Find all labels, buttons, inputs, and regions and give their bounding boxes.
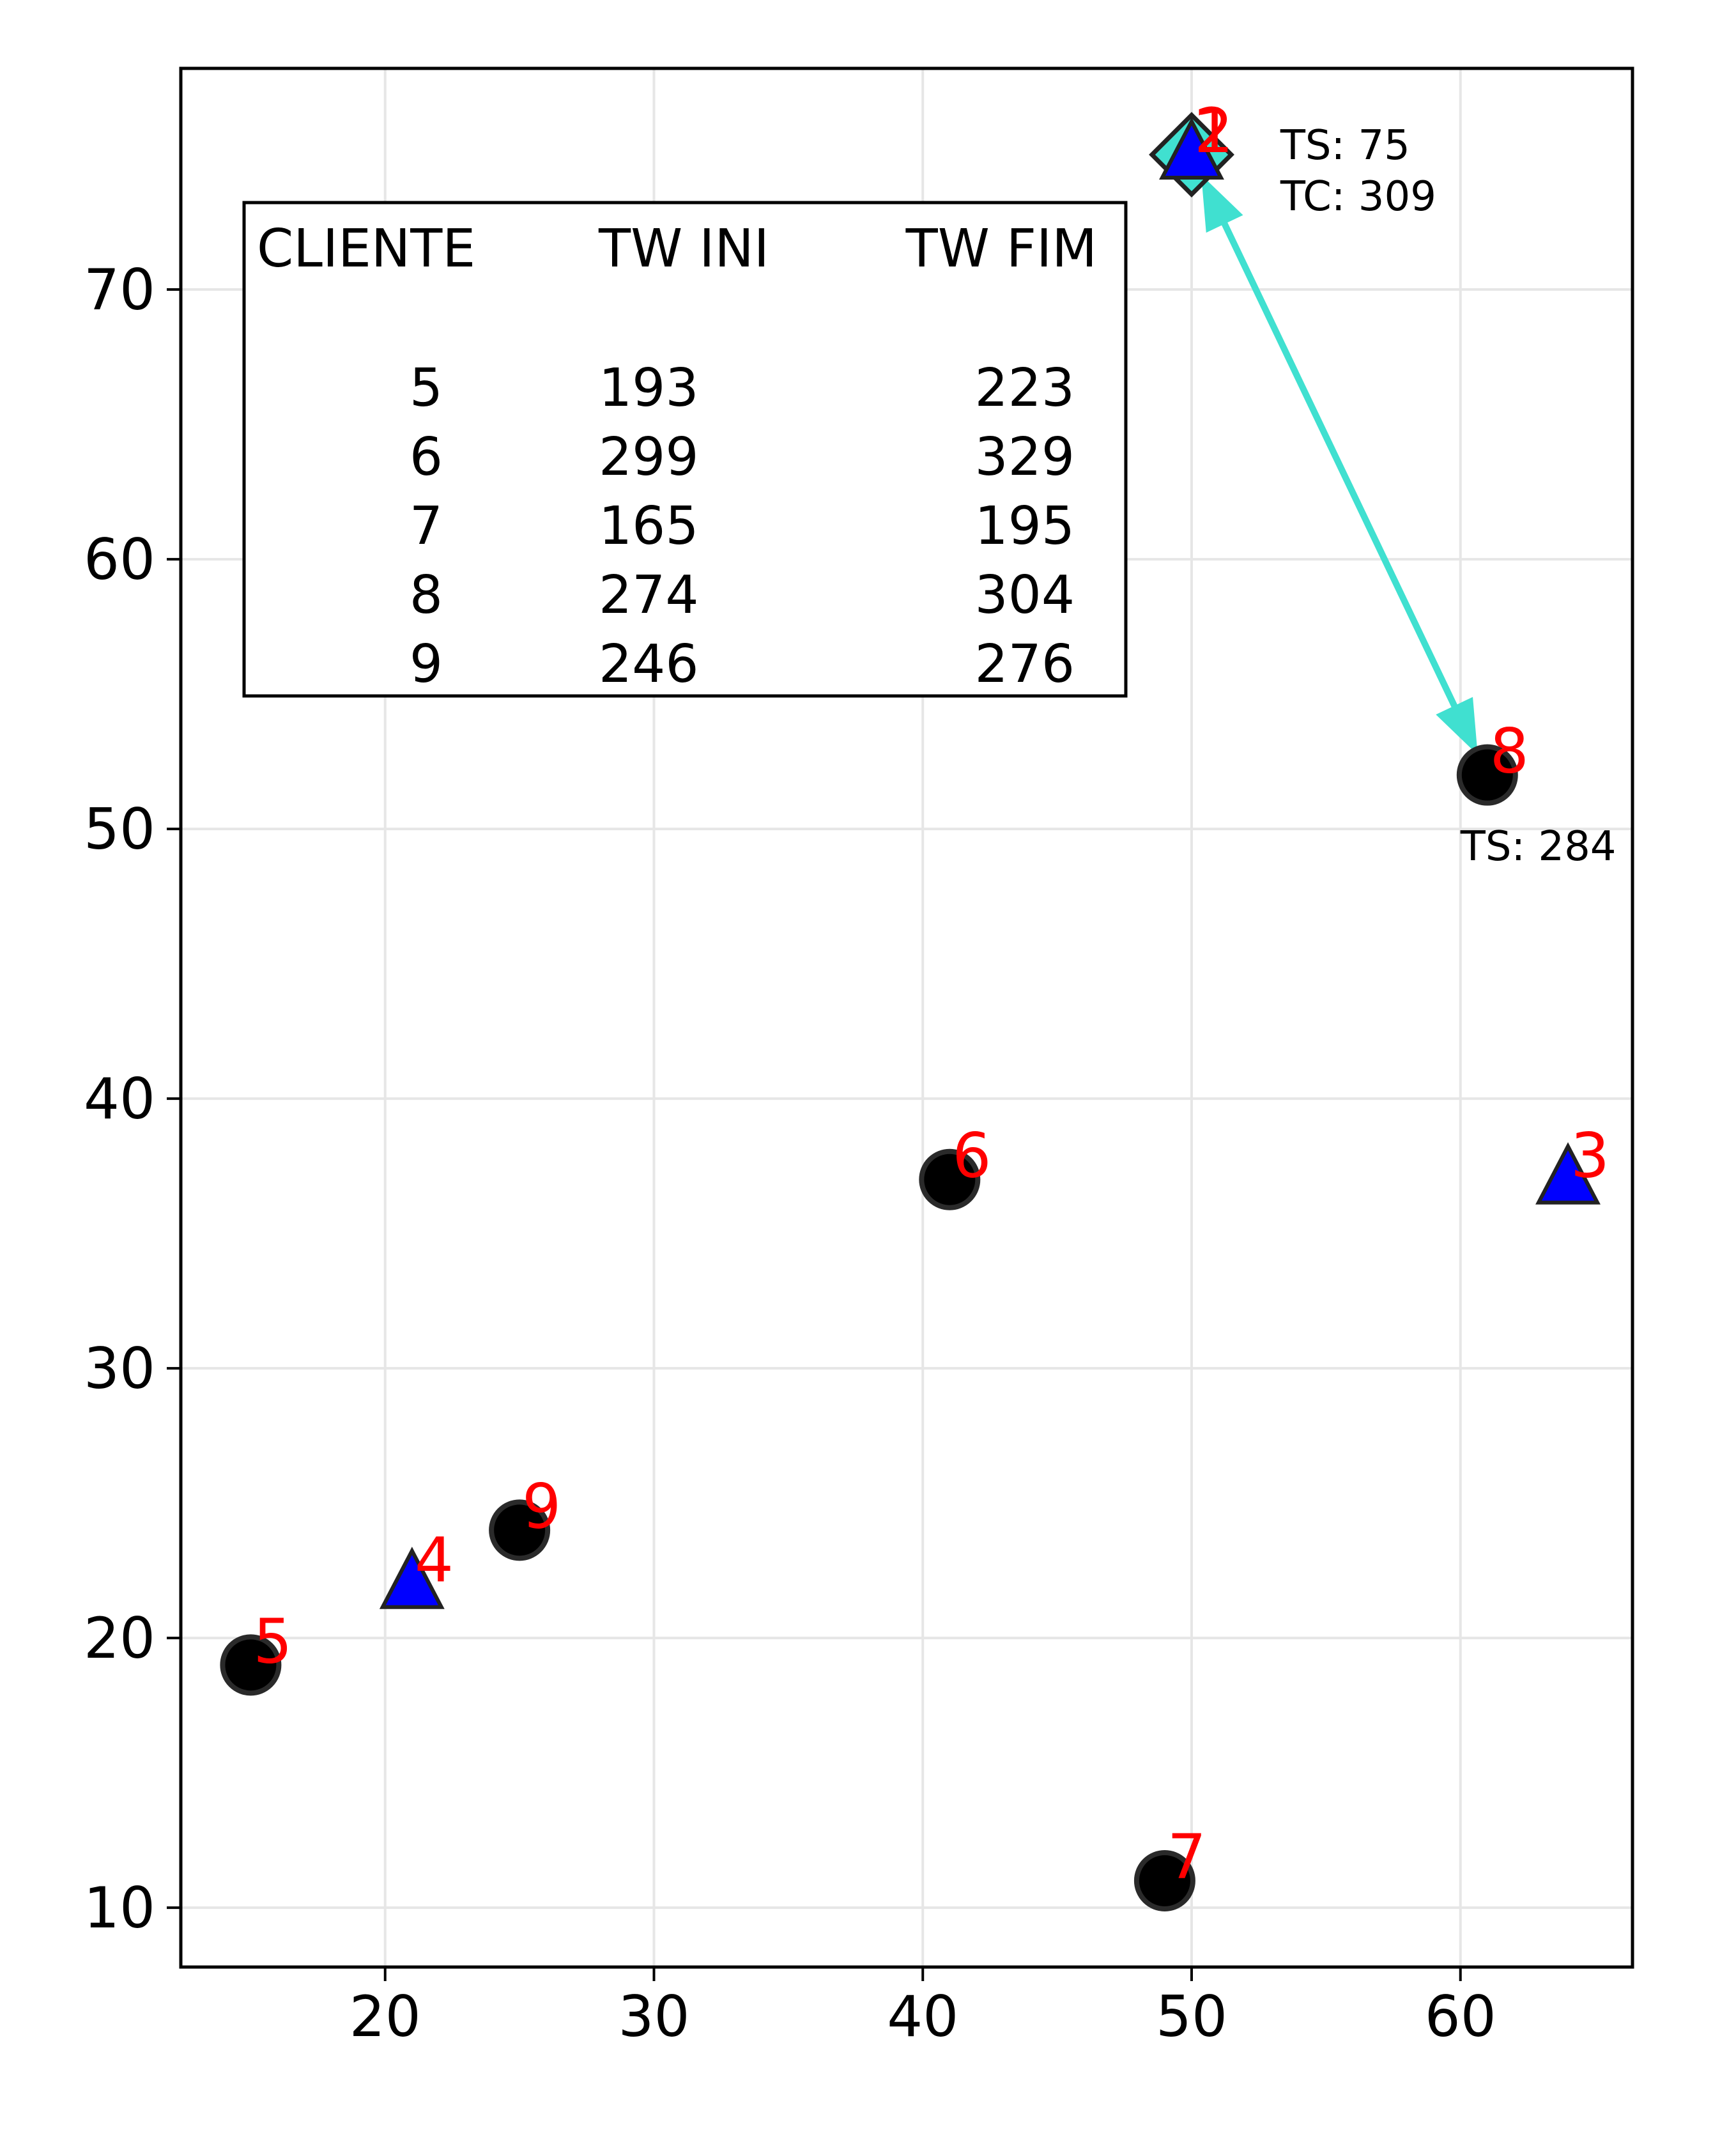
y-tick-label: 20 bbox=[84, 1605, 155, 1671]
table-header: TW INI bbox=[598, 219, 769, 279]
points-layer bbox=[220, 112, 1601, 1911]
table-cell: 195 bbox=[974, 496, 1075, 557]
point-annotation: TS: 75 bbox=[1280, 122, 1410, 169]
table-cell: 274 bbox=[599, 565, 699, 626]
x-axis: 20 30 40 50 60 bbox=[350, 1967, 1496, 2049]
customer-label: 5 bbox=[253, 1605, 292, 1677]
table-header: TW FIM bbox=[905, 219, 1097, 279]
y-tick-label: 30 bbox=[84, 1336, 155, 1401]
x-tick-label: 20 bbox=[350, 1984, 421, 2049]
depot-marker bbox=[1535, 1142, 1601, 1205]
table-cell: 329 bbox=[974, 427, 1075, 488]
table-cell: 276 bbox=[974, 634, 1075, 695]
table-cell: 7 bbox=[410, 496, 443, 557]
table-frame bbox=[242, 201, 1128, 698]
depot-marker bbox=[379, 1547, 445, 1609]
table-cell: 246 bbox=[599, 634, 699, 695]
point-annotation: TS: 284 bbox=[1460, 823, 1617, 870]
table-cell: 165 bbox=[599, 496, 699, 557]
route-edge bbox=[1209, 196, 1481, 757]
y-tick-label: 40 bbox=[84, 1066, 155, 1132]
depot-label: 4 bbox=[415, 1525, 454, 1596]
customer-marker bbox=[919, 1148, 981, 1210]
table-cell: 9 bbox=[410, 634, 443, 695]
table-cell: 5 bbox=[410, 358, 443, 419]
depot-marker bbox=[1159, 117, 1224, 180]
x-tick-label: 30 bbox=[618, 1984, 690, 2049]
customer-label: 8 bbox=[1490, 716, 1529, 787]
table-cell: 223 bbox=[974, 358, 1075, 419]
y-tick-label: 50 bbox=[84, 796, 155, 862]
table-cell: 299 bbox=[599, 427, 699, 488]
x-tick-label: 60 bbox=[1425, 1984, 1496, 2049]
customer-marker bbox=[220, 1634, 282, 1696]
route-arrowhead bbox=[1436, 697, 1478, 755]
table-cell: 304 bbox=[974, 565, 1075, 626]
depot-label: 1 bbox=[1194, 95, 1233, 167]
depot-label: 3 bbox=[1571, 1120, 1609, 1192]
point-annotation: TC: 309 bbox=[1280, 173, 1436, 220]
route-layer bbox=[1198, 173, 1481, 757]
y-tick-label: 10 bbox=[84, 1875, 155, 1941]
customer-label: 9 bbox=[522, 1470, 561, 1542]
x-tick-label: 50 bbox=[1156, 1984, 1227, 2049]
customer-marker bbox=[1456, 744, 1518, 806]
depot-label: 2 bbox=[1194, 95, 1233, 167]
table-header: CLIENTE bbox=[257, 219, 475, 279]
customer-marker bbox=[1133, 1849, 1195, 1911]
customer-marker bbox=[489, 1499, 551, 1561]
y-axis: 10 20 30 40 50 60 70 bbox=[84, 257, 181, 1941]
plot-frame bbox=[179, 66, 1634, 1969]
y-tick-label: 70 bbox=[84, 257, 155, 323]
data-table: CLIENTE TW INI TW FIM 5 193 223 6 299 329 7 165 195… bbox=[242, 201, 1128, 698]
customer-label: 7 bbox=[1167, 1821, 1206, 1893]
x-tick-label: 40 bbox=[887, 1984, 958, 2049]
y-tick-label: 60 bbox=[84, 527, 155, 592]
labels-layer: 12 3 4 5 6 7 8 9 bbox=[253, 95, 1609, 1893]
table-cell: 6 bbox=[410, 427, 443, 488]
table-cell: 193 bbox=[599, 358, 699, 419]
route-arrowhead bbox=[1201, 174, 1243, 233]
customer-label: 6 bbox=[952, 1120, 991, 1192]
table-cell: 8 bbox=[410, 565, 443, 626]
